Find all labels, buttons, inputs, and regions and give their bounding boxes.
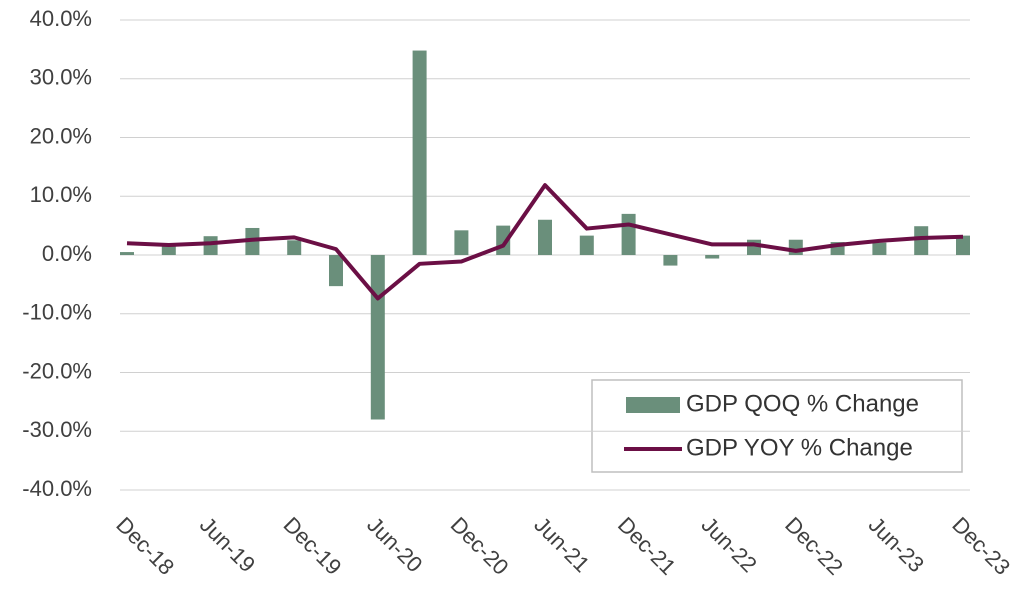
y-tick-label: -40.0% xyxy=(22,476,92,501)
x-tick-label: Dec-19 xyxy=(279,512,347,580)
legend-label: GDP YOY % Change xyxy=(686,434,913,461)
x-tick-label: Dec-20 xyxy=(446,512,514,580)
y-tick-label: -20.0% xyxy=(22,358,92,383)
y-tick-label: -10.0% xyxy=(22,300,92,325)
bar xyxy=(454,230,469,255)
line xyxy=(126,183,964,301)
bar xyxy=(705,255,720,259)
y-tick-label: 20.0% xyxy=(30,123,92,148)
legend-swatch xyxy=(626,397,680,413)
bar xyxy=(621,213,636,255)
y-tick-label: -30.0% xyxy=(22,417,92,442)
y-tick-label: 10.0% xyxy=(30,182,92,207)
x-tick-label: Dec-23 xyxy=(947,512,1015,580)
x-tick-label: Jun-19 xyxy=(195,512,260,577)
x-tick-label: Jun-21 xyxy=(529,512,594,577)
x-tick-label: Dec-18 xyxy=(111,512,179,580)
bar xyxy=(747,239,761,255)
x-tick-label: Dec-21 xyxy=(613,512,681,580)
bar xyxy=(872,242,887,255)
bar xyxy=(161,246,176,255)
x-tick-label: Jun-23 xyxy=(864,512,929,577)
bar xyxy=(203,236,218,255)
bar xyxy=(412,50,427,255)
y-tick-label: 0.0% xyxy=(42,241,92,266)
bar xyxy=(120,252,134,255)
bar xyxy=(663,255,678,266)
bar xyxy=(287,240,302,255)
bar xyxy=(538,219,552,255)
x-tick-label: Jun-20 xyxy=(362,512,427,577)
legend-label: GDP QOQ % Change xyxy=(686,390,919,417)
x-tick-label: Jun-22 xyxy=(697,512,762,577)
legend-box xyxy=(591,379,963,473)
bar xyxy=(329,255,343,287)
bar xyxy=(914,226,929,255)
y-tick-label: 30.0% xyxy=(30,65,92,90)
bar xyxy=(370,255,385,420)
x-tick-label: Dec-22 xyxy=(780,512,848,580)
bar xyxy=(579,235,594,255)
y-tick-label: 40.0% xyxy=(30,6,92,31)
bar xyxy=(956,235,970,255)
